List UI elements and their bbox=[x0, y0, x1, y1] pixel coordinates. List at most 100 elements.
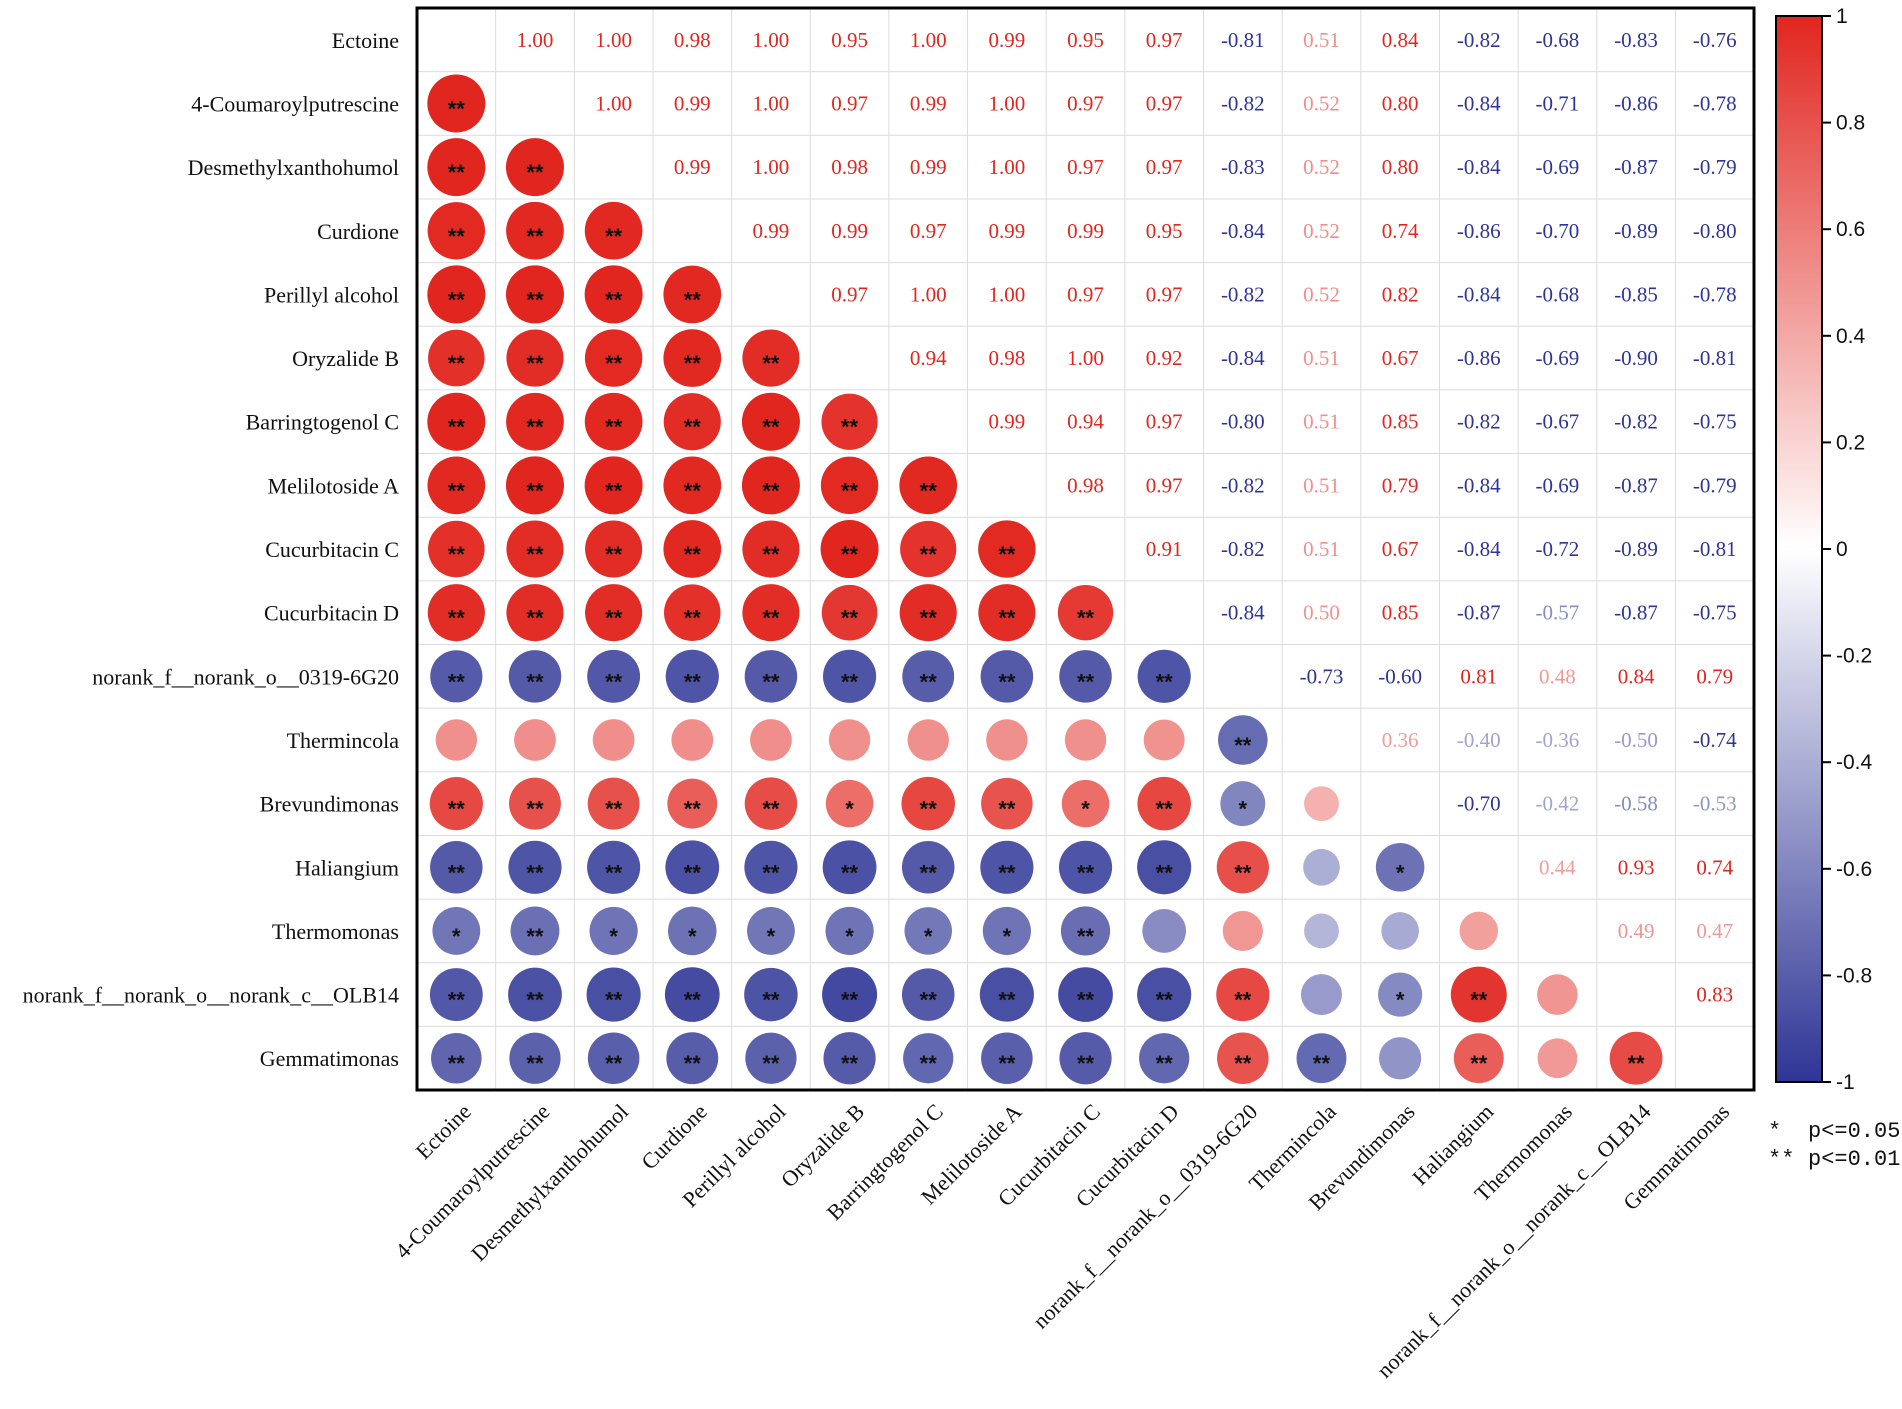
correlation-circle bbox=[1459, 911, 1499, 951]
significance-star: ** bbox=[448, 860, 466, 885]
significance-star: ** bbox=[526, 860, 544, 885]
correlation-circle bbox=[586, 967, 641, 1022]
column-labels: Ectoine4-CoumaroylputrescineDesmethylxan… bbox=[390, 1099, 1734, 1383]
legend-text: p<=0.05 bbox=[1808, 1119, 1900, 1144]
correlation-value: 0.80 bbox=[1382, 91, 1419, 115]
significance-star: ** bbox=[841, 542, 859, 567]
correlation-value: 0.97 bbox=[1067, 91, 1104, 115]
significance-star: ** bbox=[762, 606, 780, 631]
correlation-circle bbox=[1537, 974, 1578, 1015]
correlation-value: -0.83 bbox=[1221, 155, 1265, 179]
significance-star: ** bbox=[762, 351, 780, 376]
correlation-circle bbox=[428, 520, 485, 578]
colorbar-tick-label: 0.2 bbox=[1836, 431, 1865, 454]
significance-star: ** bbox=[605, 1051, 623, 1076]
correlation-circle bbox=[592, 719, 635, 761]
significance-star: ** bbox=[1234, 988, 1252, 1013]
correlation-value: 0.49 bbox=[1618, 919, 1655, 943]
significance-star: ** bbox=[1077, 1051, 1095, 1076]
correlation-value: 0.99 bbox=[989, 410, 1026, 434]
correlation-circle bbox=[585, 520, 643, 578]
significance-star: * bbox=[452, 924, 461, 949]
significance-star: ** bbox=[526, 606, 544, 631]
correlation-circle bbox=[589, 906, 638, 956]
significance-star: ** bbox=[448, 160, 466, 185]
significance-star: ** bbox=[605, 606, 623, 631]
correlation-circle bbox=[664, 584, 721, 641]
correlation-value: -0.78 bbox=[1693, 282, 1737, 306]
correlation-circle bbox=[825, 906, 874, 956]
correlation-value: -0.84 bbox=[1221, 601, 1265, 625]
correlation-circle bbox=[1216, 967, 1270, 1022]
correlation-circle bbox=[427, 74, 486, 133]
significance-star: ** bbox=[998, 1051, 1016, 1076]
significance-star: ** bbox=[605, 860, 623, 885]
colorbar-gradient bbox=[1775, 15, 1823, 1083]
correlation-circle bbox=[1137, 649, 1191, 703]
correlation-circle bbox=[584, 265, 643, 324]
correlation-circle bbox=[981, 1032, 1033, 1085]
correlation-circle bbox=[822, 840, 877, 895]
correlation-circle bbox=[741, 392, 800, 451]
significance-star: ** bbox=[920, 797, 938, 822]
correlation-value: -0.57 bbox=[1536, 601, 1580, 625]
significance-star: ** bbox=[605, 542, 623, 567]
correlation-circle bbox=[506, 520, 564, 578]
correlation-value: 0.51 bbox=[1303, 28, 1340, 52]
correlation-circle bbox=[982, 906, 1031, 956]
correlation-circle bbox=[663, 456, 722, 515]
correlation-circle bbox=[671, 719, 714, 761]
correlation-value: 0.97 bbox=[910, 219, 947, 243]
correlation-value: 0.95 bbox=[1146, 219, 1183, 243]
correlation-value: -0.84 bbox=[1457, 155, 1501, 179]
correlation-circle bbox=[665, 840, 720, 895]
correlation-circle bbox=[901, 841, 955, 894]
significance-star: ** bbox=[1156, 860, 1174, 885]
significance-star: ** bbox=[684, 797, 702, 822]
correlation-value: 0.97 bbox=[1146, 155, 1183, 179]
correlation-value: 0.97 bbox=[1146, 410, 1183, 434]
correlation-circle bbox=[587, 777, 640, 830]
correlation-value: 0.99 bbox=[910, 155, 947, 179]
correlation-value: 0.79 bbox=[1382, 473, 1419, 497]
correlation-circle bbox=[1059, 1032, 1112, 1085]
significance-star: ** bbox=[605, 478, 623, 503]
correlation-circle bbox=[1137, 967, 1192, 1022]
correlation-circle bbox=[668, 906, 717, 956]
colorbar-tick-label: 0.8 bbox=[1836, 112, 1865, 135]
correlation-circle bbox=[1609, 1031, 1663, 1085]
significance-star: ** bbox=[684, 351, 702, 376]
correlation-value: 0.84 bbox=[1382, 28, 1419, 52]
row-label: Cucurbitacin C bbox=[265, 537, 399, 562]
correlation-value: -0.69 bbox=[1536, 346, 1580, 370]
correlation-value: 0.97 bbox=[1146, 282, 1183, 306]
correlation-circle bbox=[1216, 841, 1269, 894]
correlation-circle bbox=[1381, 912, 1419, 950]
significance-star: ** bbox=[1156, 988, 1174, 1013]
correlation-circle bbox=[1061, 779, 1110, 828]
row-labels: Ectoine 4-Coumaroylputrescine Desmethylxan… bbox=[23, 28, 400, 1071]
correlation-circle bbox=[664, 967, 720, 1022]
correlation-circle bbox=[427, 584, 485, 642]
correlation-circle bbox=[429, 968, 483, 1021]
correlation-circle bbox=[904, 907, 952, 955]
correlation-circle bbox=[514, 719, 556, 761]
correlation-circle bbox=[823, 1032, 876, 1085]
legend-text: p<=0.01 bbox=[1808, 1147, 1900, 1172]
correlation-circle bbox=[901, 776, 955, 831]
correlation-circle bbox=[1137, 776, 1191, 831]
correlation-circle bbox=[432, 907, 481, 955]
correlation-value: 0.99 bbox=[674, 155, 711, 179]
significance-star: ** bbox=[762, 1051, 780, 1076]
correlation-circle bbox=[506, 201, 564, 260]
significance-star: ** bbox=[998, 860, 1016, 885]
correlation-value: 0.98 bbox=[831, 155, 868, 179]
correlation-circle bbox=[1064, 719, 1107, 761]
significance-star: ** bbox=[1077, 669, 1095, 694]
significance-star: ** bbox=[684, 415, 702, 440]
correlation-value: 0.51 bbox=[1303, 410, 1340, 434]
correlation-circle bbox=[1304, 913, 1339, 949]
correlation-circle bbox=[741, 456, 800, 515]
correlation-circle bbox=[1217, 1032, 1269, 1085]
significance-star: ** bbox=[1470, 988, 1488, 1013]
